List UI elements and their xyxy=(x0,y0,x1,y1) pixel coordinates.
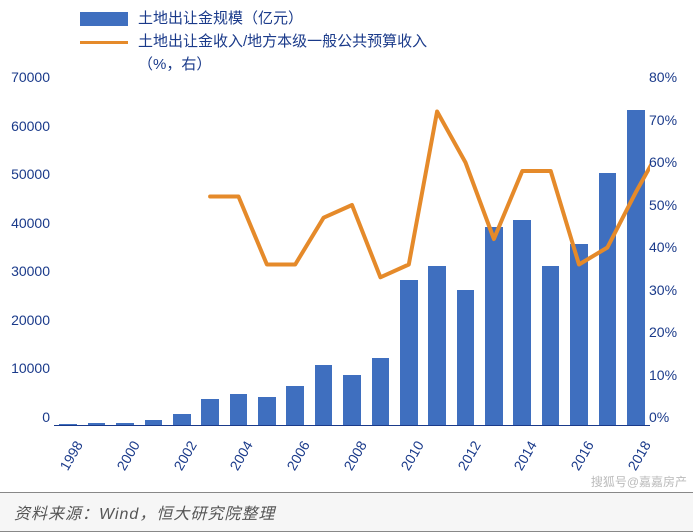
line-series xyxy=(210,112,650,278)
x-tick-label: 2012 xyxy=(450,438,484,481)
x-axis-labels: 1998200020022004200620082010201220142016… xyxy=(54,432,650,482)
y-left-tick: 40000 xyxy=(0,215,50,231)
y-right-tick: 0% xyxy=(649,409,693,425)
x-tick-label: 2002 xyxy=(166,438,200,481)
legend-row-bar: 土地出让金规模（亿元） xyxy=(80,10,427,29)
y-right-tick: 80% xyxy=(649,69,693,85)
x-tick-label: 2008 xyxy=(336,438,370,481)
y-left-tick: 60000 xyxy=(0,118,50,134)
y-left-tick: 50000 xyxy=(0,166,50,182)
plot-area xyxy=(54,86,650,426)
y-right-tick: 50% xyxy=(649,197,693,213)
x-tick-label: 2004 xyxy=(222,438,256,481)
bar-swatch xyxy=(80,12,128,26)
legend-line-label-2: （%，右） xyxy=(138,56,427,75)
x-tick-label: 2010 xyxy=(393,438,427,481)
x-tick-label: 2006 xyxy=(279,438,313,481)
watermark: 搜狐号@嘉嘉房产 xyxy=(591,473,687,490)
y-left-tick: 0 xyxy=(0,409,50,425)
line-layer xyxy=(54,86,650,426)
y-left-tick: 30000 xyxy=(0,263,50,279)
legend: 土地出让金规模（亿元） 土地出让金收入/地方本级一般公共预算收入 （%，右） xyxy=(80,10,427,74)
line-swatch xyxy=(80,41,128,44)
source-bar: 资料来源：Wind，恒大研究院整理 xyxy=(0,492,693,532)
source-text: 资料来源：Wind，恒大研究院整理 xyxy=(0,500,275,524)
y-axis-right: 0%10%20%30%40%50%60%70%80% xyxy=(649,86,693,426)
y-axis-left: 010000200003000040000500006000070000 xyxy=(0,86,50,426)
y-left-tick: 70000 xyxy=(0,69,50,85)
x-tick-label: 2000 xyxy=(109,438,143,481)
y-right-tick: 20% xyxy=(649,324,693,340)
legend-row-line: 土地出让金收入/地方本级一般公共预算收入 xyxy=(80,33,427,52)
y-left-tick: 20000 xyxy=(0,312,50,328)
x-tick-label: 2014 xyxy=(506,438,540,481)
y-right-tick: 30% xyxy=(649,282,693,298)
y-right-tick: 60% xyxy=(649,154,693,170)
y-left-tick: 10000 xyxy=(0,360,50,376)
y-right-tick: 40% xyxy=(649,239,693,255)
legend-line-label-1: 土地出让金收入/地方本级一般公共预算收入 xyxy=(138,33,427,52)
x-tick-label: 1998 xyxy=(52,438,86,481)
y-right-tick: 10% xyxy=(649,367,693,383)
legend-bar-label: 土地出让金规模（亿元） xyxy=(138,10,303,29)
y-right-tick: 70% xyxy=(649,112,693,128)
